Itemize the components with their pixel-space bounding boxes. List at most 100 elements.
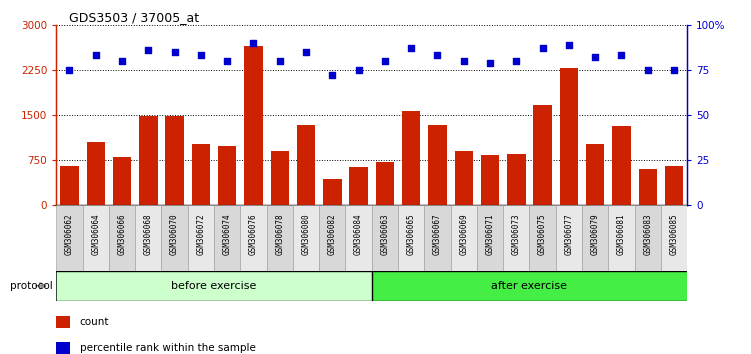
Bar (218, 146, 237, 205)
Text: GSM306082: GSM306082 (328, 213, 336, 255)
Point (431, 53, 443, 58)
Bar (349, 167, 368, 205)
Bar (477, 205, 503, 271)
Point (64, 67, 75, 73)
Text: GSM306084: GSM306084 (354, 213, 363, 255)
Text: GDS3503 / 37005_at: GDS3503 / 37005_at (69, 11, 199, 24)
Bar (244, 46, 263, 205)
Bar (270, 151, 289, 205)
Bar (661, 205, 687, 271)
Bar (503, 205, 529, 271)
Text: percentile rank within the sample: percentile rank within the sample (80, 343, 255, 353)
Bar (529, 205, 556, 271)
Bar (192, 144, 210, 205)
Bar (139, 116, 158, 205)
Text: GSM306071: GSM306071 (486, 213, 494, 255)
Bar (188, 205, 214, 271)
Text: before exercise: before exercise (171, 281, 257, 291)
Bar (376, 162, 394, 205)
Bar (372, 271, 687, 301)
Bar (638, 169, 657, 205)
Bar (559, 68, 578, 205)
Text: GSM306080: GSM306080 (302, 213, 310, 255)
Bar (454, 151, 473, 205)
Bar (635, 205, 661, 271)
Text: GSM306068: GSM306068 (144, 213, 152, 255)
Point (590, 55, 602, 60)
Bar (83, 205, 109, 271)
Bar (582, 205, 608, 271)
Bar (293, 205, 319, 271)
Bar (135, 205, 161, 271)
Text: GSM306085: GSM306085 (670, 213, 678, 255)
Point (563, 42, 575, 47)
Text: GSM306072: GSM306072 (197, 213, 205, 255)
Bar (161, 205, 188, 271)
Bar (556, 205, 582, 271)
Bar (533, 105, 552, 205)
Text: GSM306070: GSM306070 (170, 213, 179, 255)
Point (169, 49, 181, 55)
Text: GSM306083: GSM306083 (644, 213, 652, 255)
Text: count: count (80, 317, 109, 327)
Bar (608, 205, 635, 271)
Text: GSM306074: GSM306074 (223, 213, 231, 255)
Bar (109, 205, 135, 271)
Bar (402, 111, 421, 205)
Text: GSM306078: GSM306078 (276, 213, 284, 255)
Bar (345, 205, 372, 271)
Bar (240, 205, 267, 271)
Point (484, 60, 496, 65)
Bar (165, 116, 184, 205)
Text: GSM306067: GSM306067 (433, 213, 442, 255)
Point (406, 45, 418, 51)
Text: GSM306073: GSM306073 (512, 213, 520, 255)
Text: GSM306075: GSM306075 (538, 213, 547, 255)
Point (536, 45, 548, 51)
Point (274, 58, 286, 64)
Text: GSM306063: GSM306063 (381, 213, 389, 255)
Text: GSM306079: GSM306079 (591, 213, 599, 255)
Bar (428, 125, 447, 205)
Text: GSM306062: GSM306062 (65, 213, 74, 255)
Bar (586, 144, 605, 205)
Text: GSM306066: GSM306066 (118, 213, 126, 255)
Point (195, 53, 207, 58)
Bar (319, 205, 345, 271)
Text: GSM306064: GSM306064 (92, 213, 100, 255)
Bar (451, 205, 477, 271)
Bar (56, 342, 70, 354)
Point (616, 53, 628, 58)
Bar (612, 126, 631, 205)
Point (641, 67, 653, 73)
Bar (424, 205, 451, 271)
Point (90, 53, 102, 58)
Point (511, 58, 523, 64)
Bar (113, 157, 131, 205)
Bar (665, 166, 683, 205)
Bar (60, 166, 79, 205)
Bar (372, 205, 398, 271)
Bar (507, 154, 526, 205)
Bar (86, 142, 105, 205)
Point (143, 47, 155, 53)
Text: GSM306076: GSM306076 (249, 213, 258, 255)
Text: protocol: protocol (10, 281, 53, 291)
Text: after exercise: after exercise (491, 281, 568, 291)
Point (248, 40, 260, 46)
Bar (297, 125, 315, 205)
Bar (56, 271, 372, 301)
Point (379, 58, 391, 64)
Text: GSM306077: GSM306077 (565, 213, 573, 255)
Bar (323, 179, 342, 205)
Point (668, 67, 680, 73)
Text: GSM306069: GSM306069 (460, 213, 468, 255)
Point (222, 58, 234, 64)
Point (353, 67, 365, 73)
Point (116, 58, 128, 64)
Bar (214, 205, 240, 271)
Bar (398, 205, 424, 271)
Bar (481, 155, 499, 205)
Bar (56, 205, 83, 271)
Text: GSM306081: GSM306081 (617, 213, 626, 255)
